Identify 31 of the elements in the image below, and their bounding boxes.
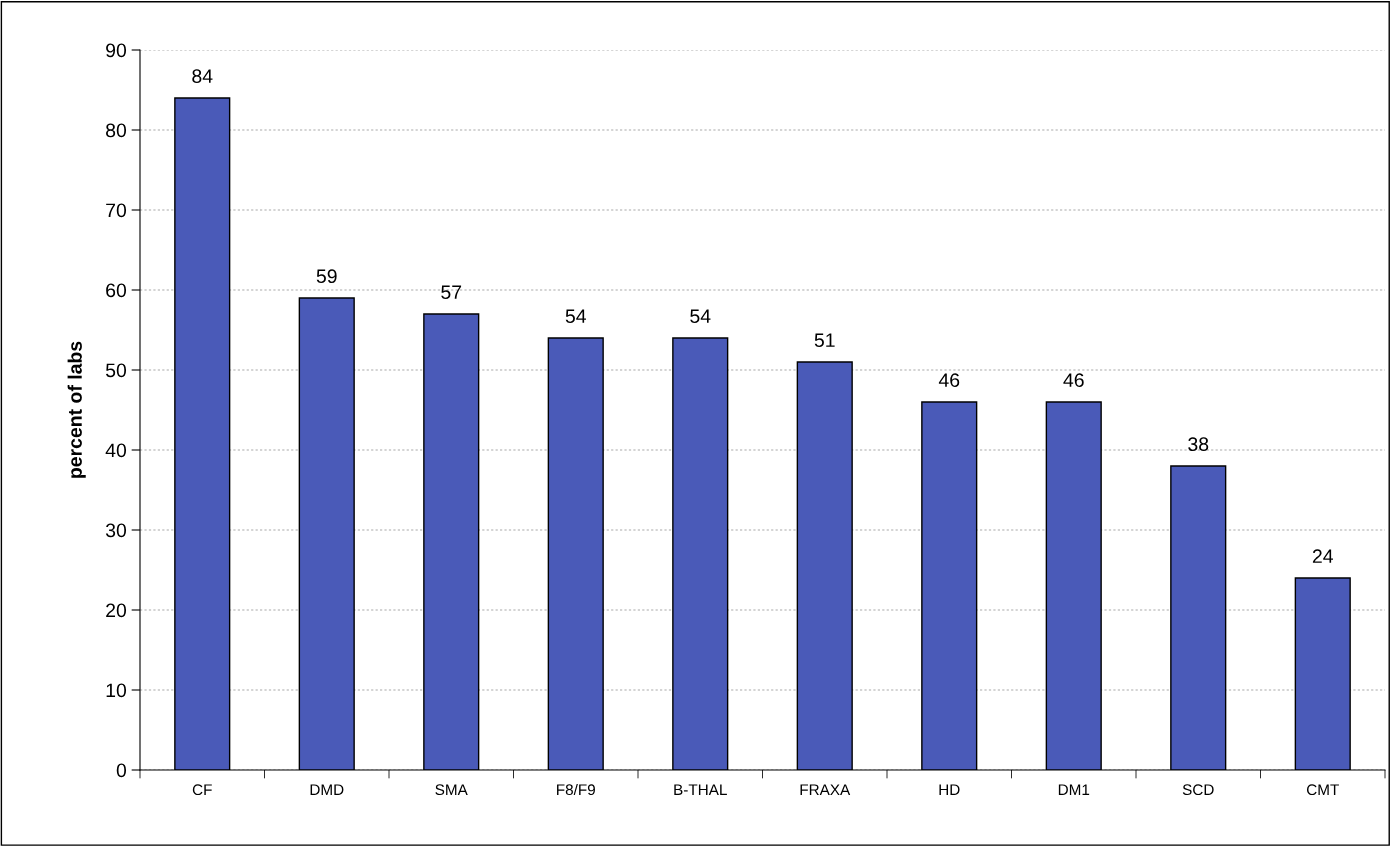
x-tick-label: DMD (310, 784, 344, 795)
data-label: 51 (814, 333, 835, 348)
y-tick-label: 90 (106, 43, 127, 58)
data-label: 38 (1188, 437, 1209, 452)
y-axis-title: percent of labs (67, 341, 86, 478)
y-tick-label: 20 (106, 603, 127, 618)
y-tick-label: 0 (116, 763, 127, 778)
y-tick-label: 80 (106, 123, 127, 138)
x-tick-label: CF (192, 784, 212, 796)
x-tick-label: FRAXA (800, 784, 851, 795)
y-tick-label: 30 (105, 523, 127, 538)
data-label: 59 (316, 269, 337, 284)
y-tick-label: 40 (105, 443, 127, 458)
x-tick-label: SMA (435, 784, 468, 796)
y-tick-label: 70 (106, 203, 127, 218)
y-tick-label: 60 (106, 283, 127, 298)
x-tick-label: SCD (1182, 784, 1214, 796)
data-label: 54 (565, 309, 586, 324)
data-label: 46 (938, 373, 960, 388)
data-label: 54 (690, 309, 711, 324)
data-label: 57 (441, 285, 462, 300)
x-tick-label: B-THAL (674, 784, 727, 795)
x-tick-label: F8/F9 (557, 783, 595, 796)
x-tick-label: DM1 (1058, 784, 1090, 795)
data-label: 24 (1312, 549, 1333, 563)
data-label: 46 (1063, 373, 1084, 388)
y-tick-label: 10 (106, 683, 127, 698)
data-label: 84 (192, 69, 213, 84)
x-tick-label: CMT (1306, 784, 1339, 796)
x-tick-label: HD (939, 784, 960, 795)
y-tick-label: 50 (105, 363, 127, 378)
